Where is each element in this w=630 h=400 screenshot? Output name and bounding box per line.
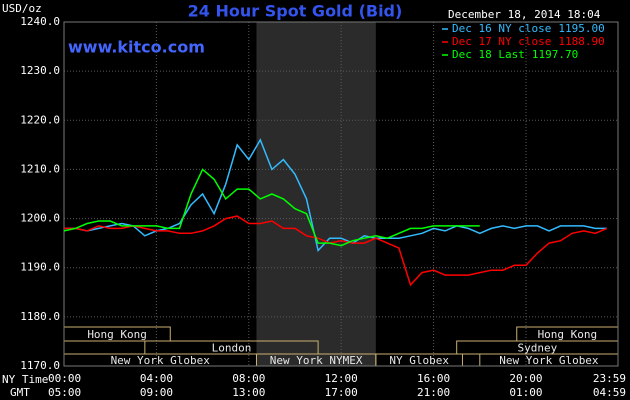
market-session-label: NY Globex	[389, 354, 449, 367]
market-session-label: Hong Kong	[87, 328, 147, 341]
plot-frame	[63, 21, 619, 367]
x-tick-label: 08:00	[232, 372, 265, 385]
y-tick-label: 1230.0	[20, 64, 60, 77]
legend-entry: Dec 17 NY close 1188.90	[452, 35, 605, 48]
y-axis-label: USD/oz	[2, 2, 42, 15]
x2-tick-label: 09:00	[140, 386, 173, 399]
y-tick-label: 1240.0	[20, 15, 60, 28]
market-session-label: Sydney	[517, 342, 557, 355]
chart-title: 24 Hour Spot Gold (Bid)	[188, 2, 403, 21]
series-line	[64, 215, 608, 287]
legend-close: 1197.70	[532, 48, 578, 61]
market-session-label: London	[212, 342, 252, 355]
market-session-label: New York Globex	[111, 354, 211, 367]
shaded-period	[256, 22, 376, 366]
market-session-label: Hong Kong	[538, 328, 598, 341]
y-tick-label: 1210.0	[20, 162, 60, 175]
x2-tick-label: 17:00	[325, 386, 358, 399]
y-tick-label: 1170.0	[20, 359, 60, 372]
x2-tick-label: 21:00	[417, 386, 450, 399]
timestamp: December 18, 2014 18:04	[448, 8, 601, 21]
legend-entry: Dec 16 NY close 1195.00	[452, 22, 605, 35]
y-tick-label: 1220.0	[20, 113, 60, 126]
x2-tick-label: 01:00	[509, 386, 542, 399]
x2-axis-label: GMT	[10, 386, 30, 399]
x-tick-label: 00:00	[48, 372, 81, 385]
x-tick-label: 12:00	[325, 372, 358, 385]
market-session-label: New York Globex	[499, 354, 599, 367]
y-tick-label: 1200.0	[20, 212, 60, 225]
legend-name: Dec 17 NY close	[452, 35, 551, 48]
x2-tick-label: 13:00	[232, 386, 265, 399]
x-tick-label: 20:00	[509, 372, 542, 385]
series-line	[63, 168, 480, 247]
x2-tick-label: 05:00	[48, 386, 81, 399]
legend-close: 1188.90	[558, 35, 604, 48]
y-tick-label: 1190.0	[20, 261, 60, 274]
legend-name: Dec 16 NY close	[452, 22, 551, 35]
y-tick-label: 1180.0	[20, 310, 60, 323]
series-line	[64, 138, 607, 253]
legend-name: Dec 18 Last	[452, 48, 525, 61]
source: www.kitco.com	[68, 38, 205, 57]
legend-entry: Dec 18 Last 1197.70	[452, 48, 578, 61]
legend-close: 1195.00	[558, 22, 604, 35]
x-tick-label: 23:59	[593, 372, 626, 385]
x-tick-label: 04:00	[140, 372, 173, 385]
x-axis-label: NY Time	[2, 373, 48, 386]
market-session-label: New York NYMEX	[270, 354, 363, 367]
x2-tick-label: 04:59	[593, 386, 626, 399]
x-tick-label: 16:00	[417, 372, 450, 385]
